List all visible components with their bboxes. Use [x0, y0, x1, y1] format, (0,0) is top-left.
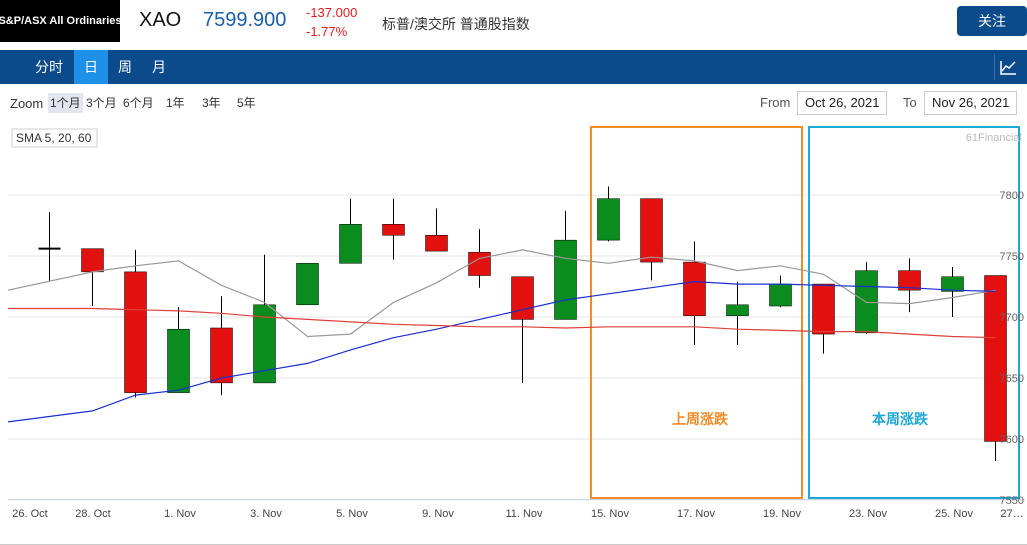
candle-body: [597, 198, 620, 241]
candle-body: [124, 271, 147, 393]
x-tick-label: 27…: [1000, 508, 1023, 520]
watermark-text: 61Financial: [966, 132, 1022, 144]
zoom-3m-button[interactable]: 3个月: [86, 96, 117, 110]
zoom-label: Zoom: [10, 96, 44, 111]
chart-canvas: 7550 7600 7650 7700 7750 7800 26. Oct 28. Oct 1.…: [7, 126, 1025, 520]
period-nav: 分时 日 周 月: [0, 50, 1027, 84]
x-tick-label: 3. Nov: [250, 508, 282, 520]
candle-body: [296, 263, 319, 306]
candle-body: [726, 304, 749, 317]
to-label: To: [903, 95, 917, 110]
chart-line-icon[interactable]: [994, 54, 1021, 80]
x-tick-label: 9. Nov: [422, 508, 454, 520]
tab-monthly[interactable]: 月: [152, 59, 166, 75]
y-tick-label: 7600: [1000, 434, 1024, 446]
candle-body: [812, 283, 835, 335]
zoom-3y-button[interactable]: 3年: [202, 96, 221, 110]
y-tick-label: 7750: [1000, 251, 1024, 263]
to-date-input[interactable]: Nov 26, 2021: [924, 91, 1018, 115]
x-tick-label: 5. Nov: [336, 508, 368, 520]
candle-body: [683, 261, 706, 317]
x-tick-label: 1. Nov: [164, 508, 196, 520]
change-percent: -1.77%: [306, 24, 348, 39]
annotation-box: [590, 126, 803, 499]
header-bar: S&P/ASX All Ordinaries XAO 7599.900 -137…: [0, 0, 1027, 44]
candle-body: [898, 270, 921, 291]
y-tick-label: 7650: [1000, 373, 1024, 385]
candle-body: [167, 328, 190, 393]
ticker-symbol: XAO: [139, 9, 182, 31]
zoom-5y-button[interactable]: 5年: [237, 96, 256, 110]
tab-weekly[interactable]: 周: [118, 59, 132, 75]
sma-line: [8, 307, 996, 339]
x-tick-label: 26. Oct: [12, 508, 47, 520]
sma-line: [7, 280, 996, 423]
candlestick-chart: 7550 7600 7650 7700 7750 7800 26. Oct 28. Oct 1.…: [0, 124, 1027, 527]
last-price: 7599.900: [203, 9, 287, 31]
annotation-label: 上周涨跌: [672, 412, 729, 428]
candle-body: [339, 224, 362, 264]
change-value: -137.000: [306, 5, 358, 20]
annotation-box: [808, 126, 1020, 499]
zoom-1y-button[interactable]: 1年: [166, 96, 185, 110]
y-tick-label: 7700: [1000, 312, 1024, 324]
x-tick-label: 25. Nov: [935, 508, 973, 520]
price-change: -137.000 -1.77%: [306, 3, 357, 41]
y-tick-label: 7800: [1000, 190, 1024, 202]
from-label: From: [760, 95, 791, 110]
candle-body: [941, 276, 964, 292]
legend-box: [11, 128, 98, 148]
follow-button[interactable]: 关注: [957, 6, 1027, 36]
tab-intraday[interactable]: 分时: [35, 59, 63, 75]
candle-body: [382, 224, 405, 236]
x-tick-label: 17. Nov: [677, 508, 715, 520]
zoom-1m-button[interactable]: 1个月: [48, 93, 83, 113]
candle-body: [210, 327, 233, 384]
candle-body: [468, 252, 491, 276]
candle-body: [511, 276, 534, 320]
candle-body: [554, 239, 577, 320]
candle-body: [425, 235, 448, 252]
from-date-input[interactable]: Oct 26, 2021: [797, 91, 888, 115]
candle-body: [769, 283, 792, 307]
x-tick-label: 28. Oct: [75, 508, 110, 520]
zoom-6m-button[interactable]: 6个月: [123, 96, 154, 110]
index-description: 标普/澳交所 普通股指数: [382, 16, 530, 32]
candle-body: [984, 275, 1007, 442]
candle-body: [81, 248, 104, 273]
x-tick-label: 23. Nov: [849, 508, 887, 520]
annotation-label: 本周涨跌: [872, 411, 929, 428]
tab-daily[interactable]: 日: [74, 50, 108, 84]
x-tick-label: 19. Nov: [763, 508, 801, 520]
candle-body: [253, 304, 276, 384]
sma-line: [7, 249, 996, 338]
legend-text: SMA 5, 20, 60: [16, 131, 92, 145]
range-controls: Zoom 1个月 3个月 6个月 1年 3年 5年 From Oct 26, 2…: [0, 88, 1027, 118]
x-tick-label: 15. Nov: [591, 508, 629, 520]
y-tick-label: 7550: [1000, 495, 1024, 507]
x-tick-label: 11. Nov: [505, 508, 543, 520]
index-logo: S&P/ASX All Ordinaries: [0, 0, 122, 42]
candle-body: [640, 198, 663, 263]
